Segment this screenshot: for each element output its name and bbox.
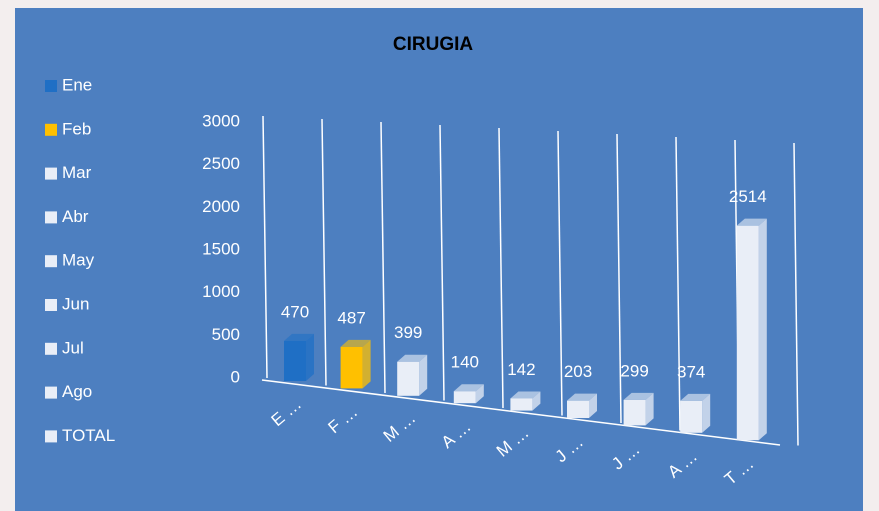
bar-top (397, 354, 428, 362)
value-label: 140 (451, 353, 479, 372)
y-tick-label: 2500 (202, 154, 240, 173)
bar (453, 391, 476, 404)
wall-line (439, 124, 445, 401)
bar (284, 340, 306, 381)
y-tick-label: 2000 (202, 197, 240, 216)
bar-top (680, 393, 711, 401)
legend-label: Abr (62, 207, 89, 226)
legend-swatch (45, 80, 57, 92)
wall-line (380, 121, 386, 394)
legend-swatch (45, 430, 57, 443)
value-label: 299 (620, 361, 648, 380)
legend-swatch (45, 342, 57, 355)
legend-label: Ago (62, 382, 92, 401)
value-label: 470 (281, 302, 309, 321)
value-label: 203 (564, 362, 592, 381)
bar-side (758, 218, 767, 441)
legend-label: TOTAL (62, 426, 115, 445)
legend-label: Ene (62, 75, 92, 94)
bar-side (419, 354, 428, 396)
bar (623, 399, 646, 426)
bar-side (702, 393, 711, 433)
legend-label: Feb (62, 119, 91, 138)
legend-swatch (45, 167, 57, 180)
bar-top (736, 218, 767, 226)
bar-side (645, 392, 654, 426)
bar-side (362, 339, 371, 389)
floor-line (261, 379, 781, 446)
y-tick-label: 3000 (202, 111, 240, 130)
value-label: 142 (507, 360, 535, 379)
bar-side (589, 393, 597, 418)
bar-top (567, 393, 597, 401)
value-label: 374 (677, 362, 705, 381)
bar (510, 398, 533, 411)
y-tick-label: 1500 (202, 239, 240, 258)
bar-top (340, 339, 371, 347)
legend-swatch (45, 299, 57, 311)
y-tick-label: 0 (231, 367, 240, 386)
bar-top (453, 384, 484, 392)
legend-swatch (45, 123, 57, 136)
chart-title: CIRUGIA (393, 34, 474, 55)
bar (680, 400, 703, 433)
wall-line (793, 142, 799, 446)
bar-side (475, 384, 484, 404)
wall-line (557, 130, 563, 416)
bar (736, 225, 759, 441)
bar (567, 400, 589, 418)
legend-swatch (45, 386, 57, 399)
chart-panel (15, 8, 863, 511)
wall-line (498, 127, 504, 409)
legend-label: Mar (62, 163, 92, 182)
bar-side (306, 333, 314, 381)
value-label: 487 (337, 308, 365, 327)
y-tick-label: 1000 (202, 282, 240, 301)
wall-line (321, 118, 327, 386)
bar-top (510, 391, 541, 399)
bar-top (623, 392, 654, 400)
bar-top (284, 333, 314, 341)
legend-swatch (45, 211, 57, 224)
legend-label: May (62, 251, 95, 270)
bar (397, 361, 420, 396)
legend-swatch (45, 255, 57, 268)
legend-label: Jun (62, 294, 89, 313)
value-label: 2514 (729, 187, 767, 206)
value-label: 399 (394, 323, 422, 342)
wall-line (616, 133, 622, 424)
wall-line (262, 115, 268, 379)
bar-side (532, 391, 541, 411)
wall-line (675, 136, 681, 431)
y-tick-label: 500 (212, 325, 240, 344)
legend-label: Jul (62, 338, 84, 357)
bar (340, 346, 363, 389)
